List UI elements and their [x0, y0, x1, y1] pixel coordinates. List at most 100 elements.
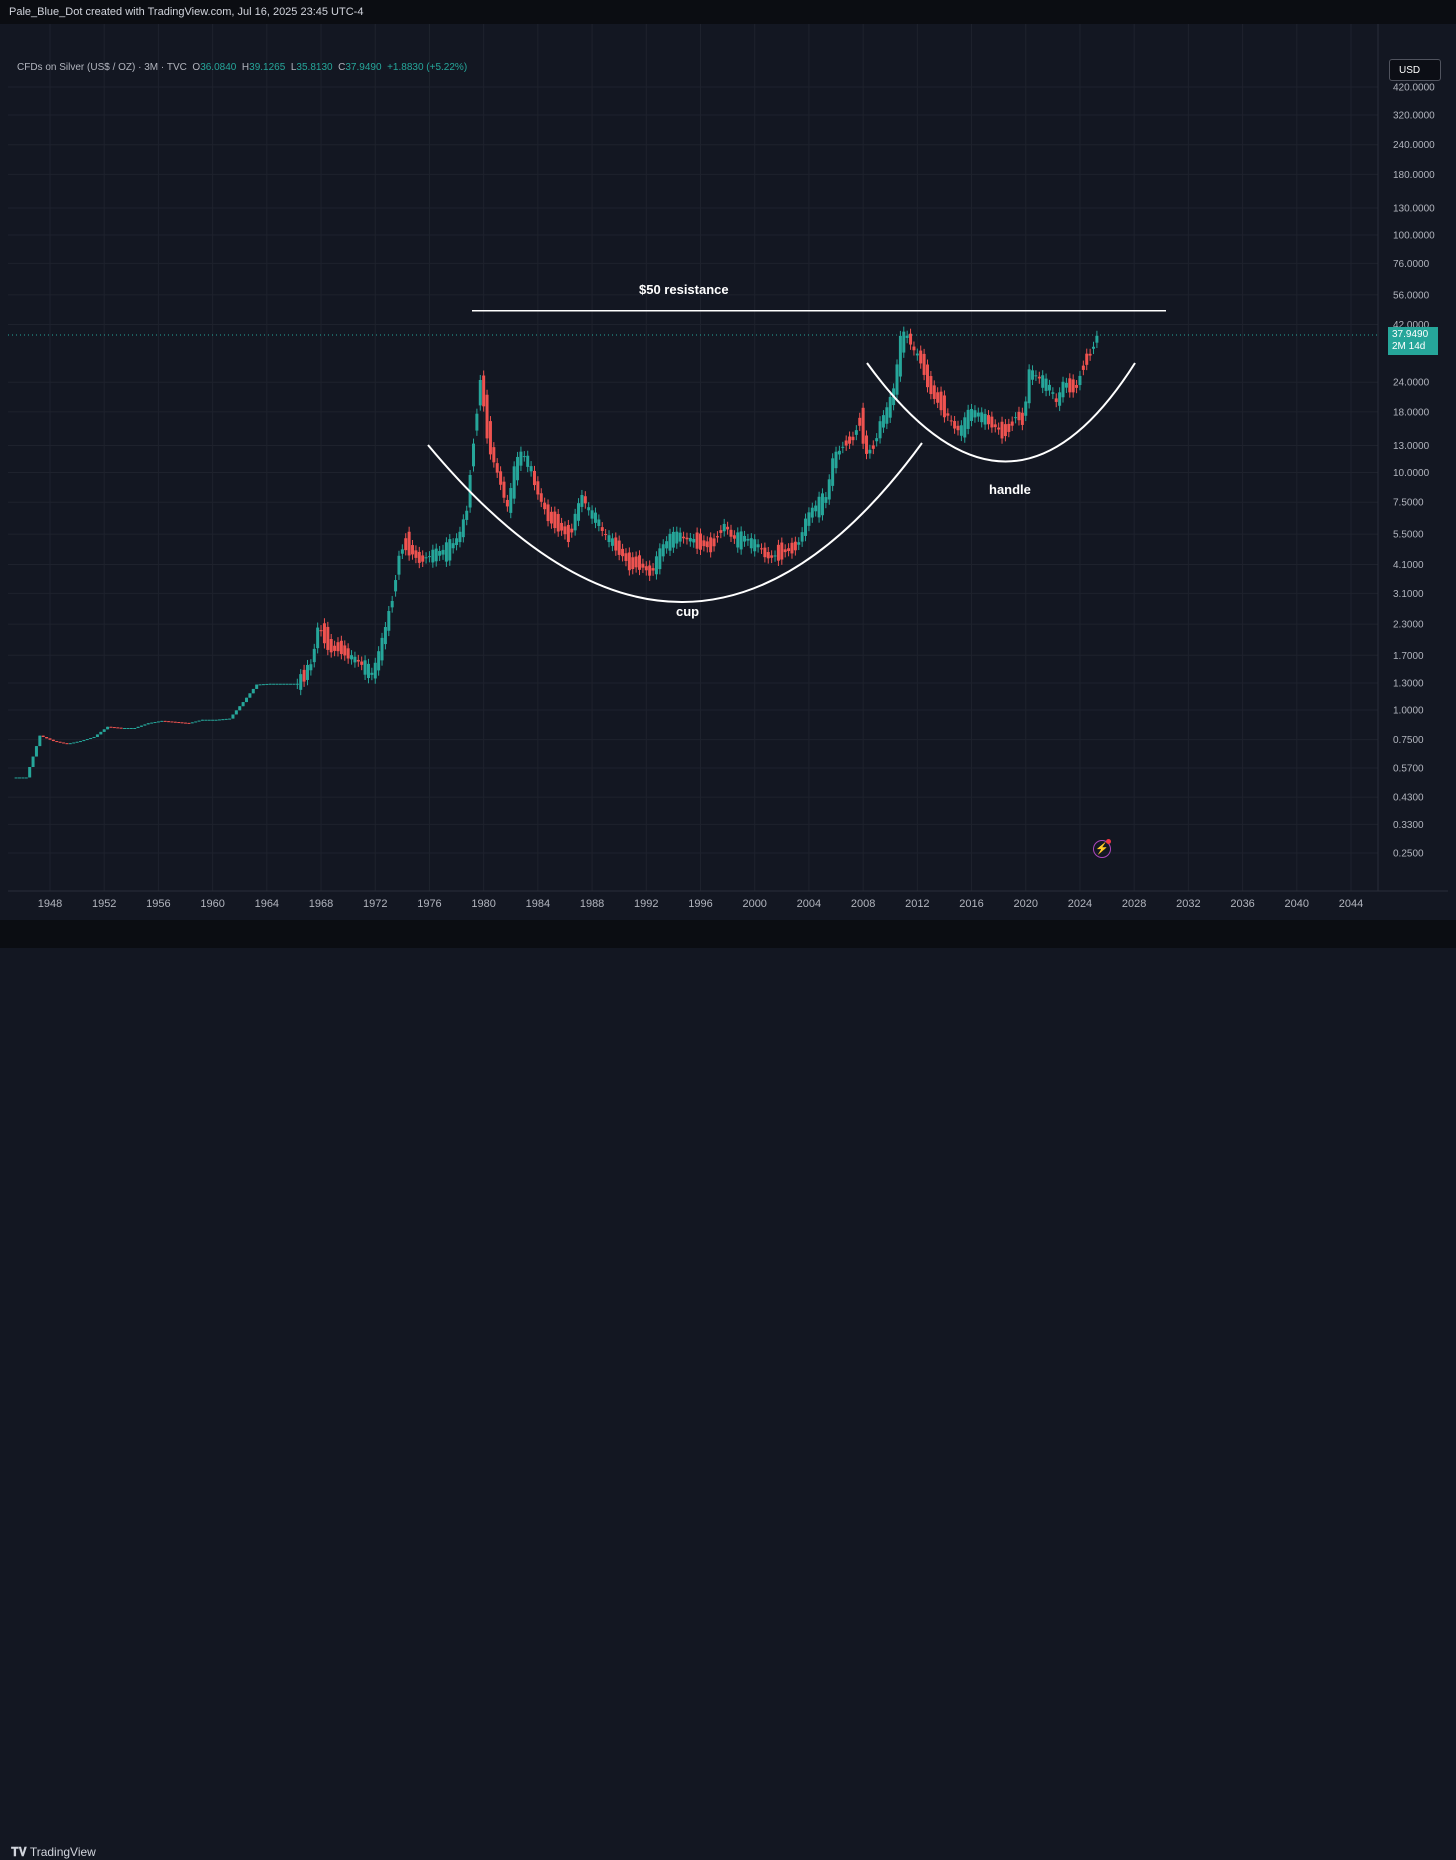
candle-body: [187, 722, 191, 724]
candle-body: [302, 669, 306, 682]
candle-body: [438, 551, 442, 556]
y-tick-label: 7.5000: [1393, 498, 1424, 509]
y-tick-label: 24.0000: [1393, 378, 1430, 389]
x-tick-label: 2040: [1285, 898, 1309, 910]
x-tick-label: 2020: [1014, 898, 1038, 910]
x-tick-label: 1964: [255, 898, 279, 910]
y-tick-label: 0.7500: [1393, 735, 1424, 746]
candle-body: [1061, 381, 1065, 398]
candle-body: [75, 741, 79, 743]
candle-body: [1095, 335, 1099, 343]
candle-body: [871, 445, 875, 449]
candle-body: [546, 504, 550, 522]
y-tick-label: 42.0000: [1393, 320, 1430, 331]
candle-body: [736, 532, 740, 548]
candle-body: [641, 563, 645, 568]
x-tick-label: 1948: [38, 898, 62, 910]
candle-body: [865, 435, 869, 454]
candle-body: [986, 415, 990, 425]
candle-body: [329, 639, 333, 653]
candle-body: [593, 512, 597, 523]
symbol-legend[interactable]: CFDs on Silver (US$ / OZ) · 3M · TVC O36…: [17, 62, 467, 73]
x-tick-label: 1988: [580, 898, 604, 910]
candle-body: [427, 556, 431, 558]
candle-body: [580, 494, 584, 507]
currency-button[interactable]: USD: [1389, 59, 1441, 81]
candle-body: [1092, 346, 1096, 349]
handle-arc[interactable]: [866, 362, 1136, 463]
candle-body: [312, 648, 316, 663]
candle-body: [441, 549, 445, 555]
x-tick-label: 2000: [742, 898, 766, 910]
close-label: C: [338, 62, 346, 73]
candle-body: [292, 683, 296, 685]
candle-body: [688, 537, 692, 542]
candle-body: [726, 526, 730, 530]
x-tick-label: 1984: [526, 898, 550, 910]
low-label: L: [290, 62, 297, 73]
y-tick-label: 240.0000: [1393, 140, 1435, 151]
candle-body: [62, 742, 66, 744]
candle-body: [424, 557, 428, 559]
candle-body: [377, 651, 381, 671]
notification-dot: [1106, 839, 1111, 844]
candle-body: [221, 719, 225, 721]
lightning-icon[interactable]: ⚡: [1093, 840, 1111, 858]
candle-body: [404, 538, 408, 551]
candle-body: [885, 407, 889, 424]
candle-body: [854, 430, 858, 435]
candle-body: [1041, 375, 1045, 388]
candle-body: [709, 537, 713, 553]
candle-body: [136, 726, 140, 728]
y-tick-label: 10.0000: [1393, 468, 1430, 479]
y-tick-label: 180.0000: [1393, 170, 1435, 181]
candle-body: [383, 627, 387, 645]
candle-body: [1081, 365, 1085, 370]
candle-body: [482, 375, 486, 407]
candle-body: [932, 385, 936, 399]
candle-body: [126, 727, 130, 729]
candle-body: [532, 470, 536, 486]
candle-body: [495, 463, 499, 473]
candle-body: [790, 542, 794, 554]
candle-body: [824, 497, 828, 503]
candle-body: [990, 416, 994, 428]
candle-body: [912, 346, 916, 351]
candle-body: [597, 519, 601, 526]
candle-body: [160, 720, 164, 722]
candle-body: [200, 719, 204, 721]
candle-body: [878, 421, 882, 439]
candle-body: [51, 739, 55, 742]
x-tick-label: 2032: [1176, 898, 1200, 910]
candle-body: [394, 580, 398, 592]
candle-body: [1071, 379, 1075, 393]
candle-body: [31, 756, 35, 768]
candle-body: [712, 538, 716, 547]
open-value: 36.0840: [200, 62, 237, 73]
candle-body: [837, 450, 841, 455]
candle-body: [705, 541, 709, 548]
candle-body: [566, 524, 570, 542]
candle-body: [167, 721, 171, 723]
candle-body: [339, 640, 343, 655]
price-chart[interactable]: 420.0000 320.0000 240.0000 180.0000 130.0000…: [8, 24, 1448, 920]
candle-body: [749, 538, 753, 549]
candle-body: [817, 496, 821, 518]
candle-body: [444, 542, 448, 562]
candle-body: [966, 409, 970, 429]
candle-body: [299, 674, 303, 690]
cup-arc[interactable]: [427, 442, 923, 603]
tradingview-logo[interactable]: 𝐓𝐕 TradingView: [11, 1845, 96, 1860]
candle-body: [295, 683, 299, 685]
candle-body: [970, 408, 974, 421]
chart-pane[interactable]: 420.0000 320.0000 240.0000 180.0000 130.0000…: [8, 24, 1448, 920]
candle-body: [624, 553, 628, 561]
candle-body: [875, 438, 879, 442]
candle-body: [590, 510, 594, 519]
candle-body: [387, 611, 391, 631]
candle-body: [522, 456, 526, 458]
candle-body: [285, 683, 289, 685]
candle-body: [390, 600, 394, 608]
candle-body: [793, 541, 797, 551]
candle-body: [319, 630, 323, 632]
